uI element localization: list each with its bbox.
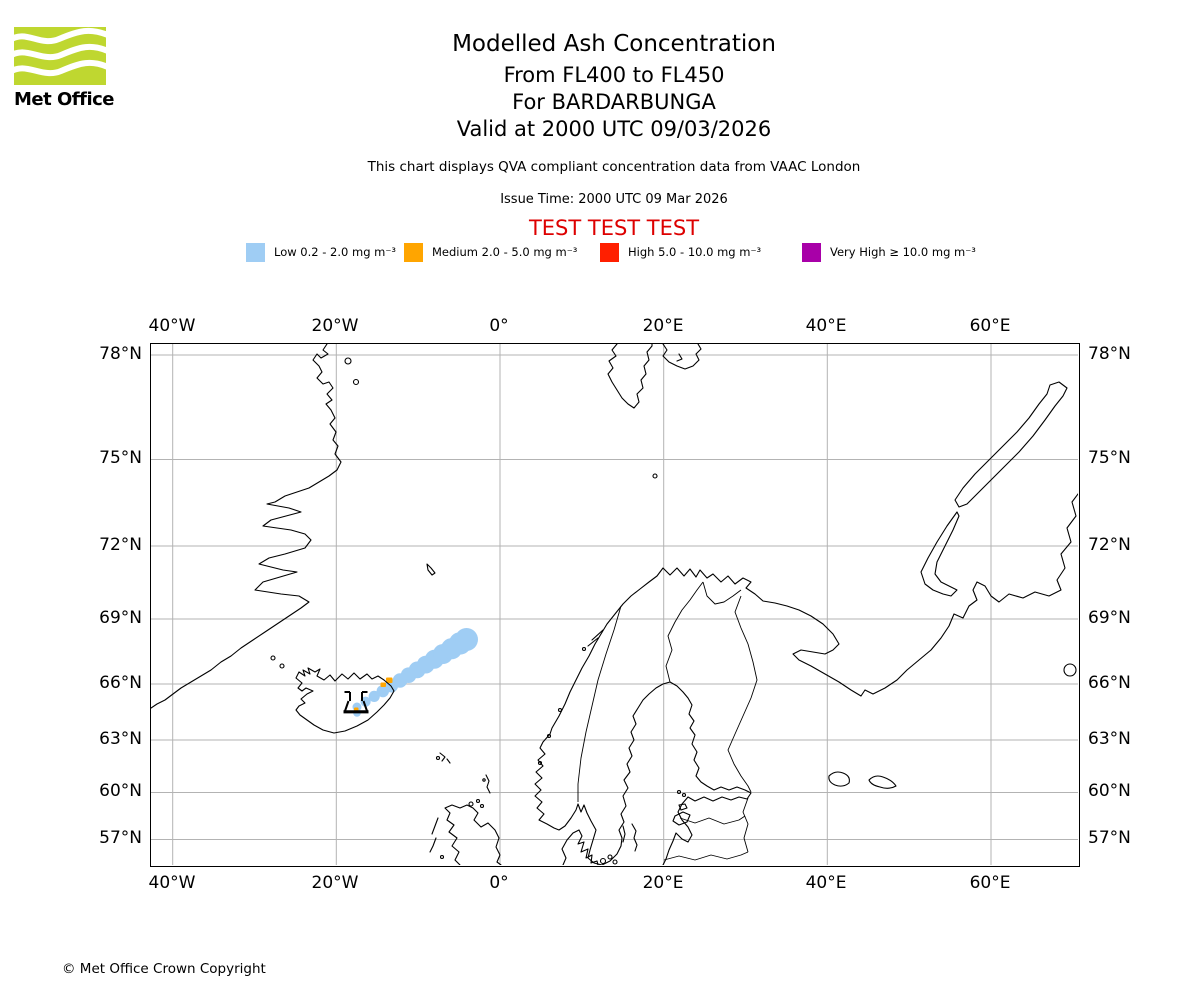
axis-tick-label: 57°N [99, 828, 142, 848]
met-office-logo-waves-icon [8, 27, 112, 85]
legend-swatch-very-high [802, 242, 821, 262]
axis-tick-label: 69°N [99, 608, 142, 628]
ash-patches-medium [354, 677, 393, 711]
axis-tick-label: 60°N [99, 781, 142, 801]
legend-label-medium: Medium 2.0 - 5.0 mg m⁻³ [432, 245, 578, 259]
legend-item-very-high: Very High ≥ 10.0 mg m⁻³ [802, 242, 976, 262]
subtitle-valid-time: Valid at 2000 UTC 09/03/2026 [456, 117, 772, 141]
axis-tick-label: 40°W [148, 873, 196, 893]
legend-swatch-low [246, 242, 265, 262]
axis-tick-label: 66°N [1088, 673, 1131, 693]
ash-plume-low [352, 628, 478, 717]
legend-label-high: High 5.0 - 10.0 mg m⁻³ [628, 245, 762, 259]
legend-label-low: Low 0.2 - 2.0 mg m⁻³ [274, 245, 397, 259]
axis-tick-label: 63°N [99, 729, 142, 749]
axis-tick-label: 69°N [1088, 608, 1131, 628]
axis-tick-label: 60°E [969, 873, 1011, 893]
subtitle-flight-levels: From FL400 to FL450 [503, 63, 725, 87]
axis-tick-label: 0° [489, 316, 509, 336]
issue-time: Issue Time: 2000 UTC 09 Mar 2026 [500, 192, 728, 207]
axis-tick-label: 20°E [642, 316, 684, 336]
copyright-note: © Met Office Crown Copyright [62, 961, 266, 977]
axis-tick-label: 40°E [805, 873, 847, 893]
axis-tick-label: 60°E [969, 316, 1011, 336]
axis-tick-label: 20°E [642, 873, 684, 893]
qva-note: This chart displays QVA compliant concen… [367, 159, 861, 175]
graticule-grid [151, 344, 1078, 865]
axis-tick-label: 78°N [99, 344, 142, 364]
met-office-brand-name: Met Office [14, 89, 115, 110]
axis-tick-label: 66°N [99, 673, 142, 693]
axis-tick-label: 75°N [1088, 448, 1131, 468]
axis-tick-label: 72°N [99, 535, 142, 555]
map-canvas [151, 344, 1078, 865]
axis-tick-label: 63°N [1088, 729, 1131, 749]
met-office-logo: Met Office [8, 27, 115, 110]
test-banner: TEST TEST TEST [528, 216, 700, 240]
coastlines [151, 344, 1078, 865]
axis-tick-label: 57°N [1088, 828, 1131, 848]
axis-tick-label: 75°N [99, 448, 142, 468]
axis-tick-label: 60°N [1088, 781, 1131, 801]
page-title: Modelled Ash Concentration [452, 31, 776, 57]
map-plot-area [150, 343, 1080, 867]
axis-tick-label: 20°W [311, 316, 359, 336]
axis-tick-label: 40°W [148, 316, 196, 336]
axis-tick-label: 78°N [1088, 344, 1131, 364]
axis-tick-label: 0° [489, 873, 509, 893]
axis-tick-label: 72°N [1088, 535, 1131, 555]
country-borders [577, 581, 758, 861]
volcano-symbol [343, 691, 369, 714]
legend-swatch-medium [404, 242, 423, 262]
axis-tick-label: 20°W [311, 873, 359, 893]
legend-swatch-high [600, 242, 619, 262]
legend-item-medium: Medium 2.0 - 5.0 mg m⁻³ [404, 242, 577, 262]
legend-item-high: High 5.0 - 10.0 mg m⁻³ [600, 242, 761, 262]
legend-label-very-high: Very High ≥ 10.0 mg m⁻³ [830, 245, 976, 259]
axis-tick-label: 40°E [805, 316, 847, 336]
subtitle-volcano: For BARDARBUNGA [512, 90, 716, 114]
legend-item-low: Low 0.2 - 2.0 mg m⁻³ [246, 242, 396, 262]
